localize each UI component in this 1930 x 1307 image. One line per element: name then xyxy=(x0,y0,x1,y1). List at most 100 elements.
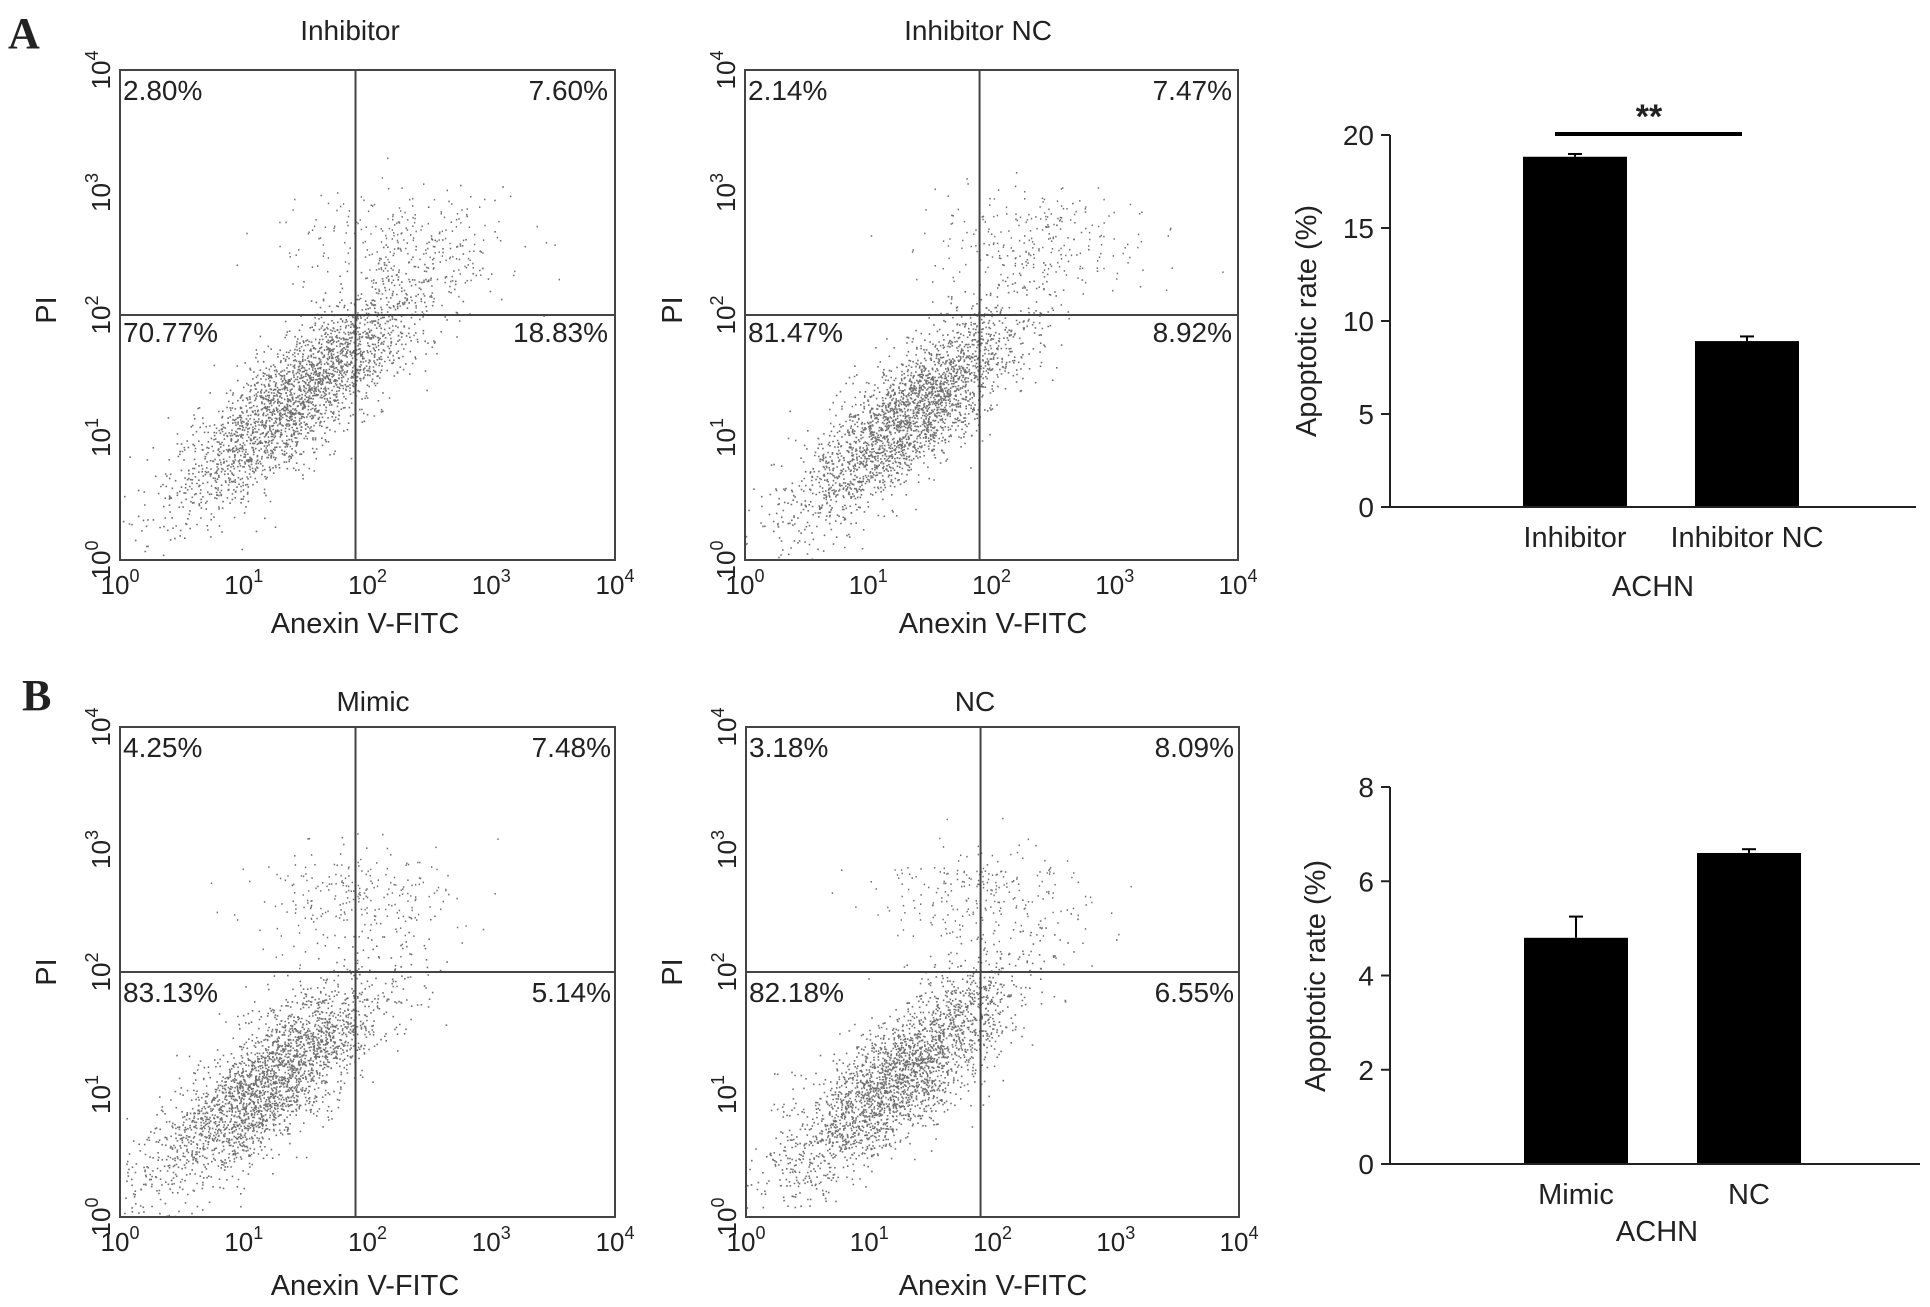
y-tick-label: 103 xyxy=(708,830,742,869)
plot-title: NC xyxy=(955,686,995,717)
event-dots xyxy=(746,817,1132,1209)
y-tick-label: 0 xyxy=(1358,492,1374,523)
y-tick-label: 101 xyxy=(708,1075,742,1114)
x-tick-label: 104 xyxy=(596,1223,635,1257)
y-tick-label: 100 xyxy=(82,541,116,580)
quadrant-upper-right: 8.09% xyxy=(1155,732,1234,763)
y-tick-label: 15 xyxy=(1343,213,1374,244)
significance-marker: ** xyxy=(1555,98,1742,136)
x-axis-label: ACHN xyxy=(1616,1216,1698,1248)
x-tick-label: 104 xyxy=(1220,1223,1259,1257)
bar xyxy=(1697,852,1801,1164)
x-tick-label: 100 xyxy=(101,1223,140,1257)
y-tick-label: 104 xyxy=(707,51,741,90)
y-axis-label: PI xyxy=(31,296,63,323)
x-axis-label: ACHN xyxy=(1612,571,1694,603)
y-tick-label: 102 xyxy=(82,296,116,335)
quadrant-lower-left: 83.13% xyxy=(123,977,218,1008)
y-tick-label: 102 xyxy=(707,296,741,335)
x-tick-labels: 100 101 102 103 104 xyxy=(101,1223,635,1257)
x-tick-label: 103 xyxy=(1095,566,1134,600)
x-tick-labels: 100 101 102 103 104 xyxy=(726,566,1258,600)
significance-stars: ** xyxy=(1636,98,1663,136)
plot-title: Mimic xyxy=(336,686,409,717)
quadrant-upper-right: 7.60% xyxy=(529,75,608,106)
quadrant-lower-left: 81.47% xyxy=(748,317,843,348)
x-tick-label: 103 xyxy=(472,566,511,600)
scatter-points xyxy=(746,817,1132,1209)
x-tick-label: 101 xyxy=(850,1223,889,1257)
y-tick-label: 100 xyxy=(708,1198,742,1237)
x-category-label: Inhibitor NC xyxy=(1670,522,1823,554)
y-tick-label: 6 xyxy=(1358,866,1374,897)
quadrant-lower-right: 18.83% xyxy=(513,317,608,348)
x-axis-label: Anexin V-FITC xyxy=(899,608,1088,640)
event-dots xyxy=(124,833,499,1218)
plot-title: Inhibitor xyxy=(300,15,400,46)
event-dots xyxy=(122,157,560,561)
y-axis-label: PI xyxy=(657,296,689,323)
y-tick-label: 5 xyxy=(1358,399,1374,430)
quadrant-lower-right: 5.14% xyxy=(532,977,611,1008)
y-axis-label: PI xyxy=(657,958,689,985)
x-axis-label: Anexin V-FITC xyxy=(899,1270,1088,1302)
y-tick-label: 0 xyxy=(1358,1149,1374,1180)
bars xyxy=(1523,152,1799,507)
y-tick-labels: 0 2 4 6 8 xyxy=(1358,772,1390,1180)
y-tick-label: 4 xyxy=(1358,961,1374,992)
x-tick-label: 100 xyxy=(101,566,140,600)
scatter-points xyxy=(124,833,499,1218)
y-tick-label: 100 xyxy=(82,1198,116,1237)
y-tick-label: 101 xyxy=(707,418,741,457)
y-axis-label: Apoptotic rate (%) xyxy=(1291,205,1323,437)
y-tick-label: 104 xyxy=(82,708,116,747)
x-tick-label: 104 xyxy=(596,566,635,600)
quadrant-upper-left: 3.18% xyxy=(749,732,828,763)
y-tick-label: 101 xyxy=(82,418,116,457)
bar-chart-a: 0 5 10 15 20 Inhibitor Inhibitor NC ** ACHN A… xyxy=(1291,98,1916,603)
y-tick-label: 104 xyxy=(708,708,742,747)
x-tick-label: 102 xyxy=(348,566,387,600)
y-tick-labels: 100 101 102 103 104 xyxy=(708,708,742,1237)
flow-plot-mimic: Mimic 4.25% 7.48% 83.13% 5.14% 100 101 102… xyxy=(31,686,634,1302)
y-tick-label: 103 xyxy=(82,830,116,869)
bar-chart-b: 0 2 4 6 8 Mimic NC ACHN Apoptotic rate (%) xyxy=(1300,772,1920,1248)
y-tick-label: 103 xyxy=(707,173,741,212)
y-tick-label: 102 xyxy=(82,953,116,992)
x-tick-label: 102 xyxy=(972,566,1011,600)
bar xyxy=(1524,937,1628,1164)
y-tick-label: 2 xyxy=(1358,1055,1374,1086)
y-tick-labels: 0 5 10 15 20 xyxy=(1343,120,1390,523)
y-tick-label: 100 xyxy=(707,541,741,580)
y-tick-label: 20 xyxy=(1343,120,1374,151)
x-tick-labels: 100 101 102 103 104 xyxy=(101,566,635,600)
x-tick-label: 102 xyxy=(348,1223,387,1257)
quadrant-lower-right: 8.92% xyxy=(1153,317,1232,348)
quadrant-lower-left: 70.77% xyxy=(123,317,218,348)
x-category-labels: Mimic NC xyxy=(1538,1179,1770,1211)
x-tick-label: 100 xyxy=(727,1223,766,1257)
y-tick-labels: 100 101 102 103 104 xyxy=(82,708,116,1237)
y-tick-label: 10 xyxy=(1343,306,1374,337)
x-tick-label: 103 xyxy=(1096,1223,1135,1257)
y-tick-label: 102 xyxy=(708,953,742,992)
quadrant-upper-right: 7.48% xyxy=(532,732,611,763)
quadrant-upper-left: 2.14% xyxy=(748,75,827,106)
y-tick-labels: 100 101 102 103 104 xyxy=(82,51,116,580)
scatter-points xyxy=(745,172,1224,561)
y-axis-label: PI xyxy=(31,958,63,985)
quadrant-upper-left: 2.80% xyxy=(123,75,202,106)
y-tick-label: 8 xyxy=(1358,772,1374,803)
y-axis-label: Apoptotic rate (%) xyxy=(1300,860,1332,1092)
x-category-label: NC xyxy=(1728,1179,1770,1211)
y-tick-labels: 100 101 102 103 104 xyxy=(707,51,741,580)
y-tick-label: 101 xyxy=(82,1075,116,1114)
y-tick-label: 104 xyxy=(82,51,116,90)
x-tick-label: 101 xyxy=(849,566,888,600)
x-tick-label: 102 xyxy=(973,1223,1012,1257)
scatter-points xyxy=(122,157,560,561)
quadrant-lower-right: 6.55% xyxy=(1155,977,1234,1008)
x-axis-label: Anexin V-FITC xyxy=(271,1270,460,1302)
x-tick-label: 101 xyxy=(224,1223,263,1257)
bar xyxy=(1695,341,1799,507)
